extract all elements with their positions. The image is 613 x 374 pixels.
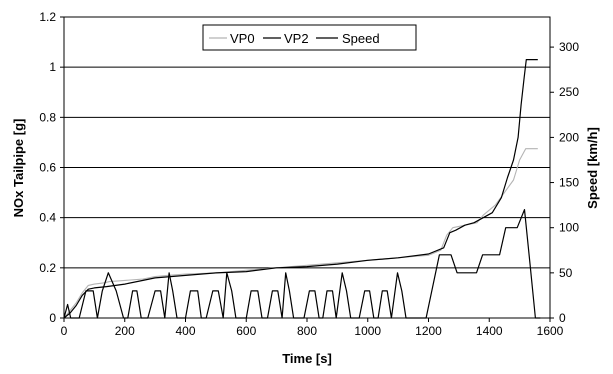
legend-label-speed: Speed [342, 31, 380, 46]
series-line-vp2 [63, 59, 538, 319]
y-axis-ticks: 0 0.2 0.4 0.6 0.8 1 1.2 [39, 10, 64, 325]
gridlines [64, 66, 550, 269]
y2-tick-label-2: 100 [559, 221, 579, 235]
y-tick-label-4: 0.8 [39, 110, 56, 124]
y-axis-title: NOx Tailpipe [g] [11, 119, 26, 218]
x-tick-label-8: 1600 [537, 324, 564, 338]
x-tick-label-1: 200 [115, 324, 135, 338]
x-tick-label-2: 400 [175, 324, 195, 338]
y-tick-label-2: 0.4 [39, 211, 56, 225]
y2-tick-label-0: 0 [559, 311, 566, 325]
y2-tick-label-4: 200 [559, 130, 579, 144]
x-tick-label-6: 1200 [415, 324, 442, 338]
legend: VP0 VP2 Speed [202, 24, 417, 51]
y2-axis-title: Speed [km/h] [585, 127, 600, 209]
y2-tick-label-6: 300 [559, 40, 579, 54]
y-tick-label-6: 1.2 [39, 10, 56, 24]
x-axis-ticks: 0 200 400 600 800 1000 1200 1400 1600 [61, 318, 564, 338]
x-tick-label-4: 800 [297, 324, 317, 338]
x-tick-label-5: 1000 [354, 324, 381, 338]
y-tick-label-1: 0.2 [39, 261, 56, 275]
y2-tick-label-1: 50 [559, 266, 573, 280]
legend-box [202, 24, 417, 51]
legend-label-vp0: VP0 [230, 31, 255, 46]
y-tick-label-5: 1 [49, 60, 56, 74]
y-tick-label-3: 0.6 [39, 161, 56, 175]
legend-label-vp2: VP2 [284, 31, 309, 46]
x-tick-label-7: 1400 [476, 324, 503, 338]
x-tick-label-3: 600 [236, 324, 256, 338]
y2-tick-label-3: 150 [559, 176, 579, 190]
series-line-vp0 [63, 148, 538, 319]
y2-tick-label-5: 250 [559, 85, 579, 99]
y-tick-label-0: 0 [49, 311, 56, 325]
x-axis-title: Time [s] [282, 351, 332, 366]
y2-axis-ticks: 0 50 100 150 200 250 300 [550, 40, 579, 325]
x-tick-label-0: 0 [61, 324, 68, 338]
